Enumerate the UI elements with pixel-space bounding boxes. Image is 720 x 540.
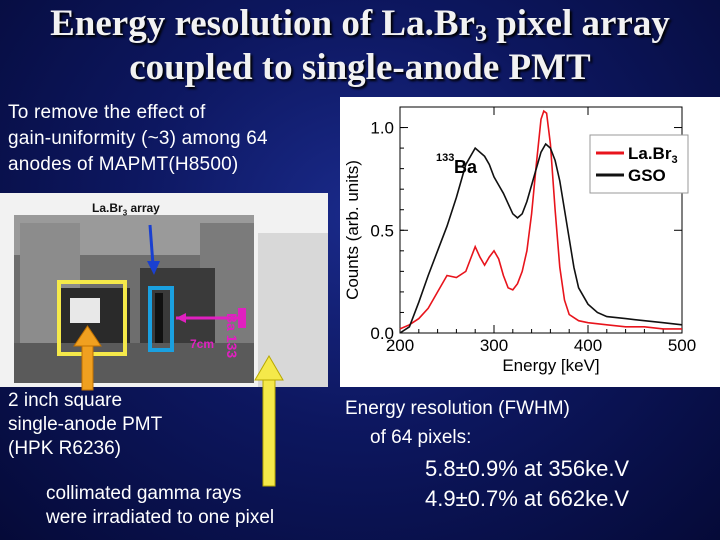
plot-frame [399,106,683,334]
slide-title: Energy resolution of La.Br3 pixel array … [0,2,720,90]
source-label: Ba 133 [224,313,240,359]
intro-text: To remove the effect of gain-uniformity … [8,100,343,178]
pmt-line-2: single-anode PMT [8,414,163,435]
series-line-la-br3 [399,109,682,330]
gamma-line-2: were irradiated to one pixel [46,507,275,528]
series-line-gso [399,142,683,334]
resolution-result-662: 4.9±0.7% at 662ke.V [425,486,630,511]
y-tick-label: 0.0 [370,324,394,343]
title-line-1: Energy resolution of La.Br3 pixel array [0,2,720,46]
energy-spectrum-plot: 200 300 400 500 0.0 0.5 1.0 Energy [keV] Counts … [343,106,696,375]
energy-spectrum-chart: 200 300 400 500 0.0 0.5 1.0 Energy [keV] Counts … [340,97,720,387]
setup-photo: La.Br3 array Ba 133 7cm [0,193,328,387]
resolution-heading: Energy resolution (FWHM) [345,398,570,419]
array-label-suffix: array [127,201,160,215]
pmt-line-1: 2 inch square [8,390,123,411]
legend-box [589,134,689,194]
x-axis-label: Energy [keV] [502,356,599,375]
annotation-element: Ba [454,157,478,177]
legend-label: GSO [628,166,666,185]
intro-line-2: gain-uniformity (~3) among 64 [8,128,268,149]
intro-line-1: To remove the effect of [8,102,206,123]
title-line-2: coupled to single-anode PMT [129,47,591,88]
title-line-1-prefix: Energy resolution of La.Br [50,3,475,44]
distance-label: 7cm [190,337,215,351]
x-tick-label: 300 [480,336,508,355]
pmt-line-3: (HPK R6236) [8,438,121,459]
gamma-line-1: collimated gamma rays [46,483,242,504]
resolution-result-356: 5.8±0.9% at 356ke.V [425,456,630,481]
array-label-prefix: La.Br [92,201,123,215]
annotation-mass-number: 133 [436,152,454,164]
x-tick-label: 400 [574,336,602,355]
setup-photo-drawing [0,193,328,387]
array-label: La.Br3 array [92,201,160,217]
title-line-1-suffix: pixel array [486,3,670,44]
intro-line-3: anodes of MAPMT(H8500) [8,154,239,175]
x-tick-label: 500 [668,336,696,355]
legend-label: La.Br3 [628,144,678,166]
x-tick-label: 200 [386,336,414,355]
array-label-subscript: 3 [122,208,128,218]
y-tick-label: 1.0 [370,119,394,138]
title-subscript: 3 [474,21,487,47]
gamma-description: collimated gamma rays were irradiated to… [46,482,274,530]
y-tick-label: 0.5 [370,221,394,240]
resolution-subheading: of 64 pixels: [370,427,472,448]
y-axis-label: Counts (arb. units) [343,160,362,300]
pmt-description: 2 inch square single-anode PMT (HPK R623… [8,389,162,461]
